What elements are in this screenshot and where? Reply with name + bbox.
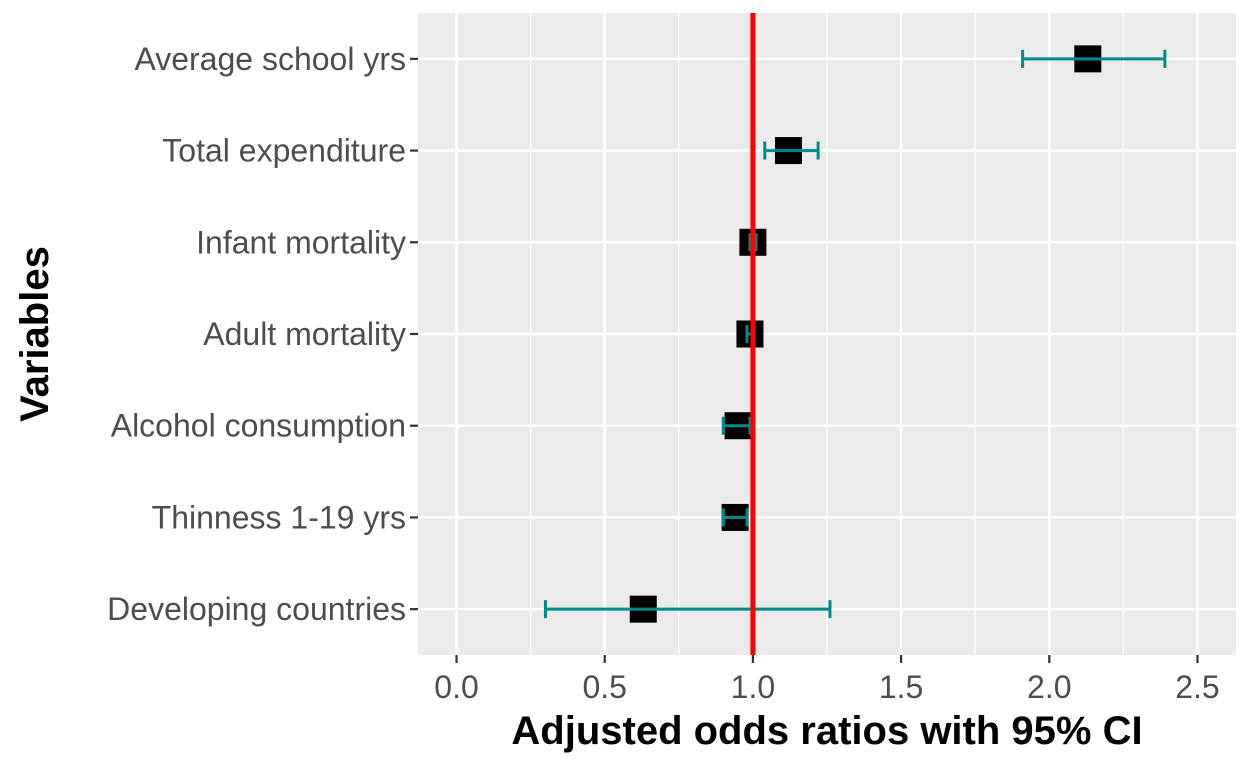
x-tick-label: 2.0	[1027, 669, 1071, 705]
x-tick-label: 0.0	[434, 669, 478, 705]
y-tick-label: Infant mortality	[196, 224, 406, 260]
y-tick-label: Average school yrs	[134, 41, 406, 77]
x-tick-label: 1.0	[731, 669, 775, 705]
y-axis-title: Variables	[13, 246, 57, 422]
y-tick-label: Adult mortality	[203, 316, 406, 352]
y-tick-label: Developing countries	[107, 591, 406, 627]
y-axis-ticks	[410, 57, 418, 611]
y-tick-label: Alcohol consumption	[111, 408, 406, 444]
x-tick-label: 0.5	[582, 669, 626, 705]
y-tick-label: Thinness 1-19 yrs	[152, 499, 406, 535]
y-tick-label: Total expenditure	[162, 133, 406, 169]
x-tick-label: 1.5	[879, 669, 923, 705]
x-axis-ticks	[455, 655, 1199, 663]
chart-marks	[543, 45, 1167, 623]
x-axis-title: Adjusted odds ratios with 95% CI	[511, 709, 1142, 753]
y-axis-tick-labels: Average school yrs Total expenditure Infan…	[107, 41, 406, 627]
x-tick-label: 2.5	[1175, 669, 1219, 705]
x-axis-tick-labels: 0.0 0.5 1.0 1.5 2.0 2.5	[434, 669, 1219, 705]
